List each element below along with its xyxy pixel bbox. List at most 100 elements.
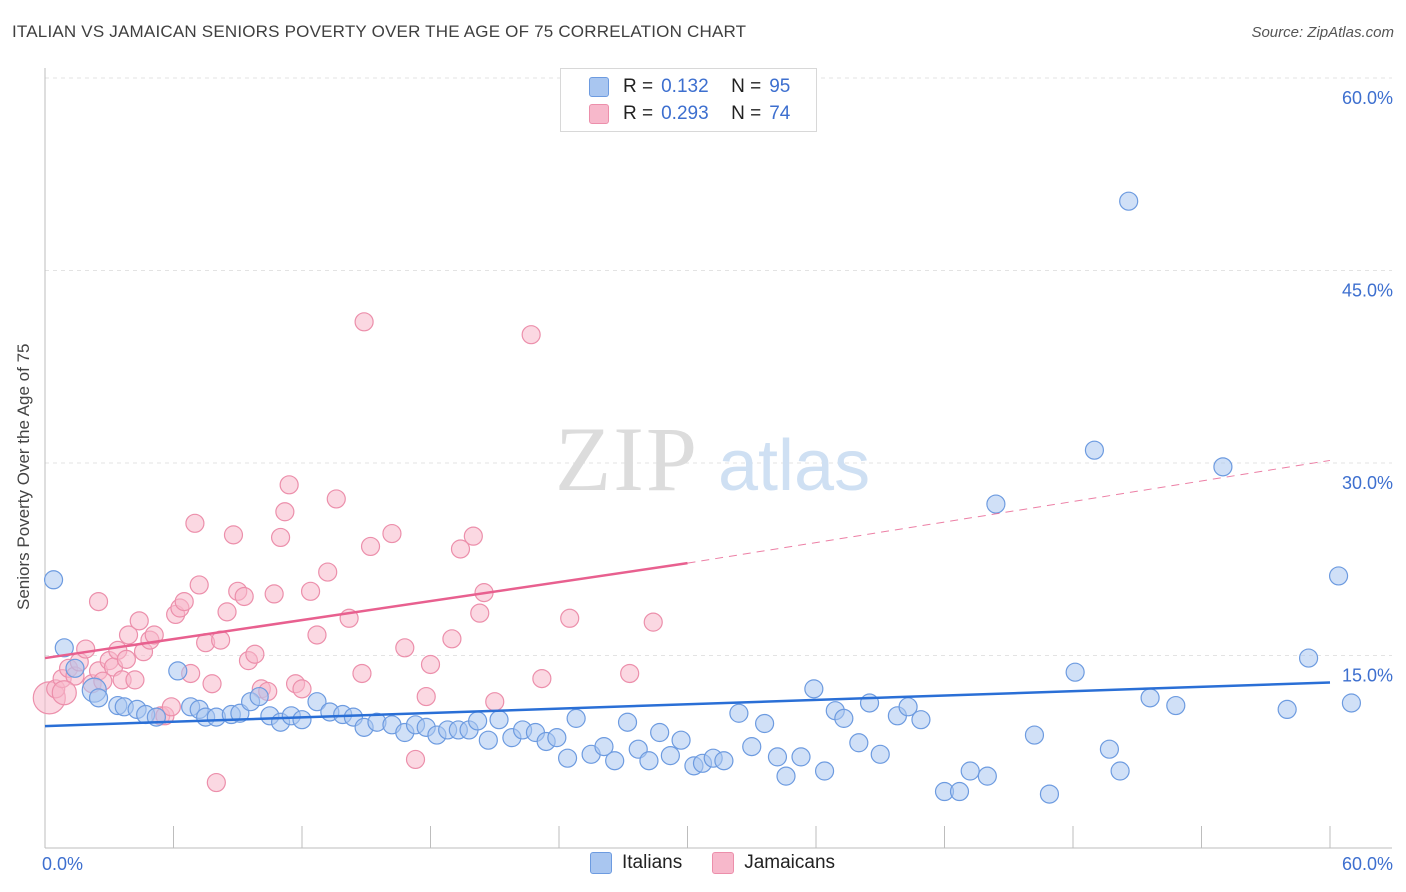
jamaicans-point xyxy=(129,611,149,631)
x-tick-label-min: 0.0% xyxy=(42,854,83,874)
axes xyxy=(44,68,1392,849)
jamaicans-point xyxy=(450,539,471,559)
italians-point xyxy=(557,748,578,768)
italians-point xyxy=(1140,688,1160,708)
correlation-legend: R = 0.132 N = 95 R = 0.293 N = 74 xyxy=(560,68,817,132)
italians-point xyxy=(566,708,586,728)
italians-point xyxy=(1119,191,1139,211)
jamaicans-point xyxy=(485,692,505,712)
jamaicans-trend-extension xyxy=(687,459,1331,564)
italians-point xyxy=(639,751,659,771)
jamaicans-swatch xyxy=(589,104,609,124)
italians-point xyxy=(307,692,327,712)
italians-point xyxy=(594,737,614,757)
italians-point xyxy=(292,710,312,730)
italians-swatch xyxy=(590,852,612,874)
italians-point xyxy=(911,710,931,730)
jamaicans-point xyxy=(223,525,244,545)
italians-point xyxy=(776,766,796,786)
italians-point xyxy=(804,679,824,699)
italians-point xyxy=(88,688,109,708)
italians-points xyxy=(43,191,1362,804)
italians-point xyxy=(729,703,749,723)
italians-point xyxy=(767,747,788,767)
italians-point xyxy=(1328,566,1349,586)
italians-point xyxy=(1024,725,1045,745)
italians-swatch xyxy=(589,77,609,97)
italians-point xyxy=(791,747,811,767)
italians-point xyxy=(849,733,869,753)
italians-point xyxy=(671,730,691,750)
r-label: R = xyxy=(623,76,654,97)
jamaicans-point xyxy=(470,603,490,623)
italians-point xyxy=(478,730,498,750)
grid-lines xyxy=(45,77,1392,656)
italians-point xyxy=(660,745,680,766)
italians-point xyxy=(834,708,854,728)
series-legend: Italians Jamaicans xyxy=(590,852,865,874)
legend-label-jamaicans: Jamaicans xyxy=(744,852,836,873)
italians-point xyxy=(814,761,835,781)
italians-point xyxy=(168,661,188,681)
italians-point xyxy=(1110,761,1130,781)
italians-trend-line xyxy=(44,681,1331,728)
jamaicans-point xyxy=(416,686,436,707)
italians-point xyxy=(489,710,509,730)
jamaicans-point xyxy=(420,654,441,675)
jamaicans-point xyxy=(405,749,426,770)
jamaicans-point xyxy=(202,674,222,694)
n-value: 95 xyxy=(769,76,791,97)
italians-point xyxy=(468,711,488,731)
y-tick-label: 60.0% xyxy=(1342,88,1393,108)
italians-point xyxy=(650,722,670,743)
jamaicans-point xyxy=(76,639,96,659)
jamaicans-swatch xyxy=(712,852,735,874)
italians-point xyxy=(754,713,775,734)
chart-title: ITALIAN VS JAMAICAN SENIORS POVERTY OVER… xyxy=(12,22,747,41)
jamaicans-point xyxy=(217,602,237,622)
jamaicans-point xyxy=(264,584,284,604)
italians-point xyxy=(986,494,1006,514)
italians-point xyxy=(65,658,85,678)
italians-point xyxy=(1298,648,1319,668)
jamaicans-point xyxy=(360,536,381,557)
italians-point xyxy=(1166,695,1186,716)
jamaicans-points xyxy=(32,312,663,793)
jamaicans-point xyxy=(245,644,265,664)
jamaicans-point xyxy=(292,679,312,699)
jamaicans-point xyxy=(88,591,109,612)
italians-point xyxy=(605,751,625,771)
italians-point xyxy=(617,712,638,732)
trend-lines xyxy=(44,459,1331,728)
italians-point xyxy=(547,728,567,748)
jamaicans-point xyxy=(395,638,415,658)
chart-source: Source: ZipAtlas.com xyxy=(1251,24,1394,41)
italians-point xyxy=(714,751,734,771)
y-axis-label: Seniors Poverty Over the Age of 75 xyxy=(14,343,33,610)
jamaicans-point xyxy=(463,526,483,546)
legend-row-italians: R = 0.132 N = 95 xyxy=(589,75,790,99)
italians-point xyxy=(1039,784,1060,804)
jamaicans-point xyxy=(442,629,462,649)
jamaicans-point xyxy=(234,586,254,607)
italians-point xyxy=(960,761,980,781)
jamaicans-point xyxy=(326,489,346,509)
legend-label-italians: Italians xyxy=(622,852,683,873)
jamaicans-point xyxy=(307,625,327,645)
r-label: R = xyxy=(623,103,654,124)
italians-point xyxy=(1084,440,1105,460)
jamaicans-trend-line xyxy=(44,561,688,660)
watermark-zip: ZIP xyxy=(555,408,699,510)
jamaicans-point xyxy=(189,575,209,595)
jamaicans-point xyxy=(560,608,580,628)
legend-row-jamaicans: R = 0.293 N = 74 xyxy=(589,102,790,126)
jamaicans-point xyxy=(161,697,181,717)
italians-point xyxy=(1213,457,1233,477)
jamaicans-point xyxy=(275,502,295,522)
jamaicans-point xyxy=(532,668,552,689)
italians-point xyxy=(54,638,74,658)
jamaicans-point xyxy=(270,527,291,548)
n-label: N = xyxy=(731,103,762,124)
legend-item-jamaicans: Jamaicans xyxy=(712,852,835,874)
